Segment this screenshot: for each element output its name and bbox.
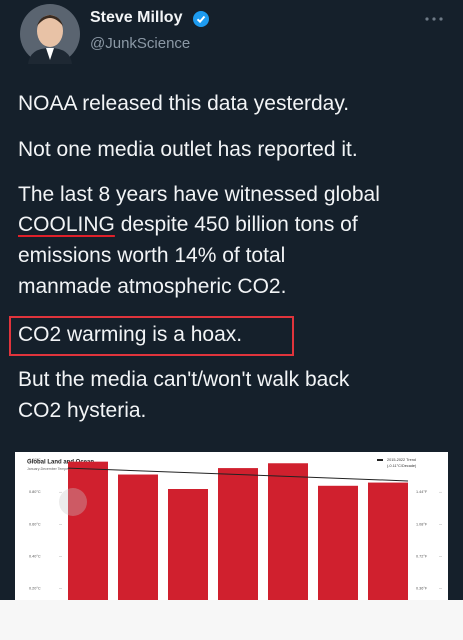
bar xyxy=(368,482,408,600)
verified-badge xyxy=(193,11,209,27)
y-tick-label: 1.00°C xyxy=(29,458,41,462)
highlight-box xyxy=(9,316,294,356)
tweet-text: NOAA released this data yesterday. xyxy=(18,92,350,115)
chart-subtitle: January-December Temperature Anomalies xyxy=(27,467,95,471)
y-tick-label: 0.20°C xyxy=(29,587,41,591)
more-button[interactable] xyxy=(424,16,444,22)
y-tick-label: 0.60°C xyxy=(29,522,41,526)
author-handle[interactable]: @JunkScience xyxy=(90,35,191,52)
emphasis: COOLING xyxy=(18,213,115,236)
y-tick-label: 0.40°C xyxy=(29,555,41,559)
tweet-text: Not one media outlet has reported it. xyxy=(18,138,358,161)
tweet-text: CO2 hysteria. xyxy=(18,399,147,422)
tweet-text: emissions worth 14% of total xyxy=(18,244,286,267)
trend-line xyxy=(67,467,409,482)
y2-tick-label: 0.36°F xyxy=(416,587,428,591)
tweet-text: The last 8 years have witnessed global xyxy=(18,183,380,206)
bar xyxy=(318,485,358,600)
play-overlay xyxy=(59,488,87,516)
bar xyxy=(268,463,308,600)
chart-title: Global Land and Ocean xyxy=(27,460,94,466)
tweet-text: despite 450 billion tons of xyxy=(114,213,358,236)
tweet-text: COOLING despite 450 billion tons of xyxy=(18,213,358,237)
tweet-text: CO2 warming is a hoax. xyxy=(18,323,243,346)
y-tick-label: 0.80°C xyxy=(29,490,41,494)
legend-label: 2015-2022 Trend xyxy=(387,458,416,462)
avatar[interactable] xyxy=(20,4,80,64)
legend-note: (-0.11°C/Decade) xyxy=(387,464,417,468)
bar xyxy=(68,461,108,600)
bar xyxy=(168,489,208,600)
chart[interactable]: Global Land and Ocean January-December T… xyxy=(15,452,448,600)
footer xyxy=(0,600,463,640)
y2-tick-label: 1.08°F xyxy=(416,522,428,526)
author-name[interactable]: Steve Milloy xyxy=(90,9,183,26)
y2-tick-label: 1.44°F xyxy=(416,490,428,494)
y2-tick-label: 0.72°F xyxy=(416,555,428,559)
bar xyxy=(218,468,258,600)
bar xyxy=(118,474,158,600)
tweet-text: manmade atmospheric CO2. xyxy=(18,275,287,298)
tweet-text: But the media can't/won't walk back xyxy=(18,368,350,391)
